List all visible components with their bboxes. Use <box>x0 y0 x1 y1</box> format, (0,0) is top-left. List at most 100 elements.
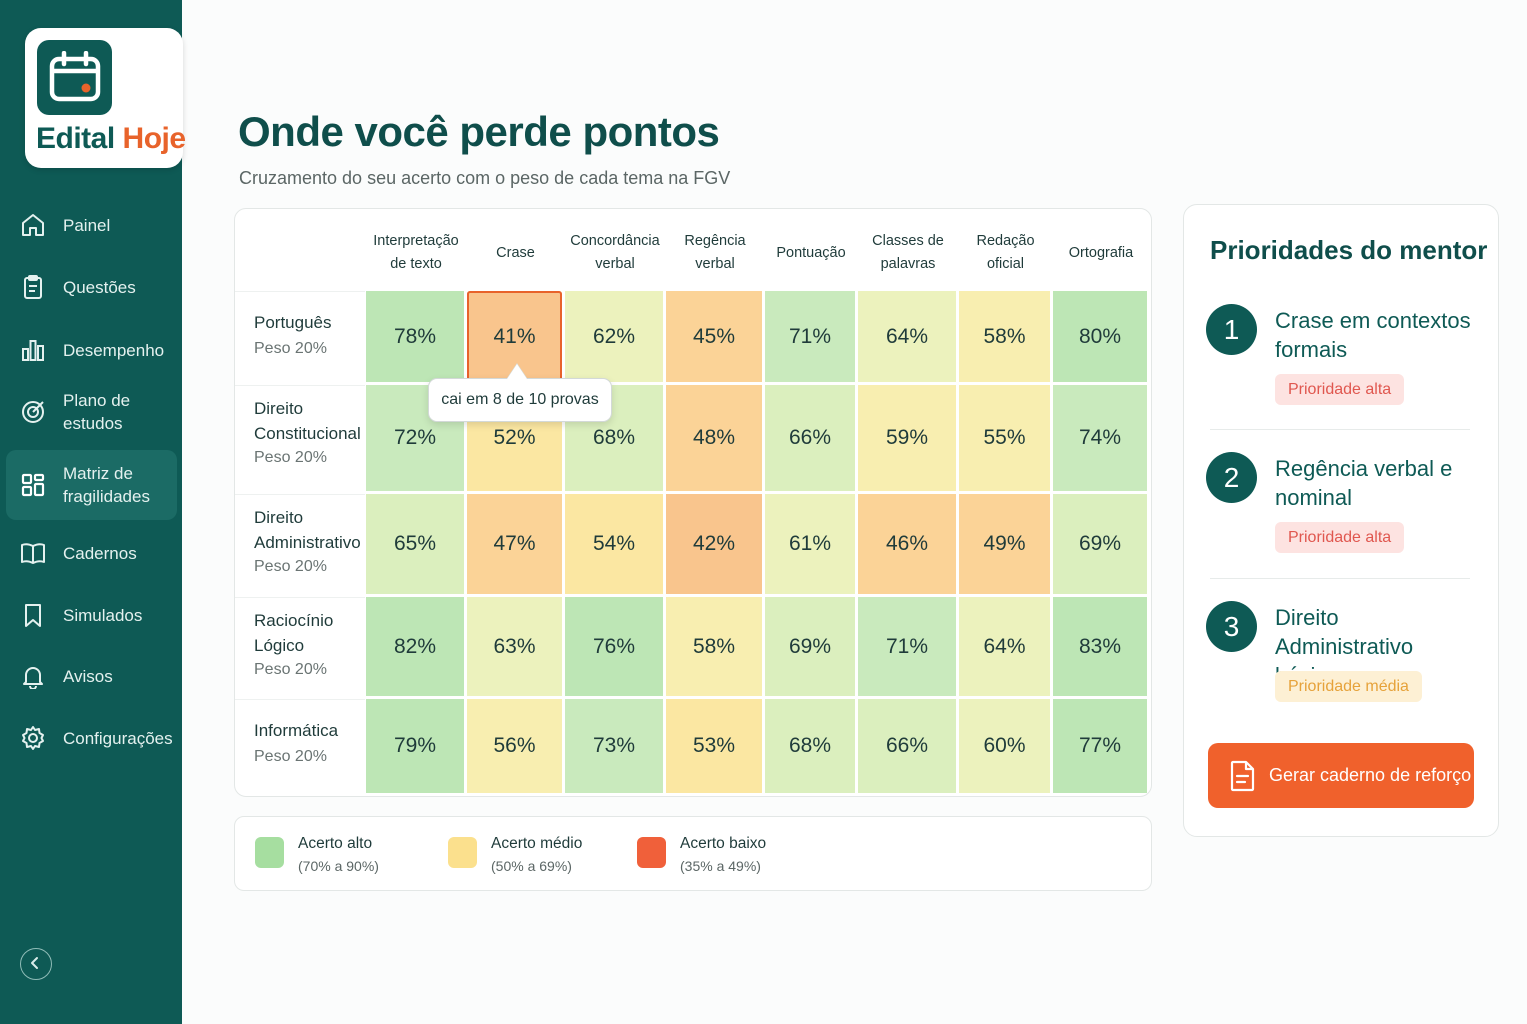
priority-badge: Prioridade alta <box>1275 522 1405 553</box>
row-subject: Raciocínio Lógico <box>254 611 334 655</box>
matrix-cell[interactable]: 55% <box>959 385 1050 491</box>
priority-item[interactable]: 1 Crase em contextos formais Prioridade al… <box>1206 304 1474 414</box>
priority-badge: Prioridade média <box>1275 671 1422 702</box>
matrix-cell[interactable]: 58% <box>666 597 762 696</box>
matrix-cell[interactable]: 56% <box>467 699 562 793</box>
sidebar-item-label: Matriz de fragilidades <box>63 464 150 506</box>
matrix-cell[interactable]: 58% <box>959 291 1050 382</box>
matrix-cell[interactable]: 45% <box>666 291 762 382</box>
priority-title: Crase em contextos formais <box>1275 308 1471 362</box>
matrix-cell[interactable]: 60% <box>959 699 1050 793</box>
sidebar-item-5[interactable]: Cadernos <box>6 523 177 583</box>
column-header: Pontuação <box>776 244 846 261</box>
generate-notebook-label: Gerar caderno de reforço <box>1269 765 1472 785</box>
legend-range: (35% a 49%) <box>680 858 761 874</box>
brand-name-part1: Edital <box>36 122 115 155</box>
matrix-cell[interactable]: 59% <box>858 385 956 491</box>
brand-name: Edital Hoje <box>36 122 186 156</box>
matrix-cell[interactable]: 78% <box>366 291 464 382</box>
sidebar-item-7[interactable]: Avisos <box>6 646 177 706</box>
priority-title: Direito Administrativo básico <box>1275 605 1414 688</box>
page-title: Onde você perde pontos <box>238 108 720 155</box>
matrix-cell[interactable]: 69% <box>1053 494 1147 594</box>
row-header: Raciocínio Lógico Peso 20% <box>235 597 365 699</box>
matrix-cell[interactable]: 61% <box>765 494 855 594</box>
collapse-sidebar-button[interactable] <box>20 948 52 980</box>
sidebar-item-3[interactable]: Plano de estudos <box>6 382 177 442</box>
sidebar-item-label: Questões <box>63 277 136 297</box>
matrix-cell[interactable]: 66% <box>858 699 956 793</box>
matrix-cell[interactable]: 69% <box>765 597 855 696</box>
document-icon <box>1230 760 1255 792</box>
priority-number: 1 <box>1206 304 1257 355</box>
priority-number: 3 <box>1206 601 1257 652</box>
matrix-cell[interactable]: 49% <box>959 494 1050 594</box>
sidebar-item-6[interactable]: Simulados <box>6 585 177 645</box>
sidebar-item-label: Painel <box>63 215 111 235</box>
legend-title: Acerto médio <box>491 835 583 852</box>
matrix-cell[interactable]: 47% <box>467 494 562 594</box>
matrix-cell[interactable]: 77% <box>1053 699 1147 793</box>
matrix-cell[interactable]: 53% <box>666 699 762 793</box>
row-header: Informática Peso 20% <box>235 699 365 796</box>
row-weight: Peso 20% <box>254 340 327 357</box>
bar-chart-icon <box>20 337 46 363</box>
matrix-legend: Acerto alto (70% a 90%) Acerto médio (50% a… <box>234 816 1152 891</box>
priority-divider <box>1210 578 1470 579</box>
column-header: Crase <box>496 244 535 261</box>
row-subject: Português <box>254 313 332 332</box>
matrix-cell[interactable]: 64% <box>858 291 956 382</box>
page-subtitle: Cruzamento do seu acerto com o peso de c… <box>239 168 731 188</box>
legend-title: Acerto baixo <box>680 835 767 852</box>
row-subject: Direito Constitucional <box>254 399 361 443</box>
matrix-cell[interactable]: 71% <box>858 597 956 696</box>
legend-range: (70% a 90%) <box>298 858 379 874</box>
row-weight: Peso 20% <box>254 748 327 765</box>
matrix-cell[interactable]: 68% <box>765 699 855 793</box>
matrix-cell[interactable]: 64% <box>959 597 1050 696</box>
gear-icon <box>20 725 46 751</box>
matrix-cell[interactable]: 66% <box>765 385 855 491</box>
sidebar-item-1[interactable]: Questões <box>6 257 177 317</box>
sidebar-item-label: Cadernos <box>63 543 137 563</box>
clipboard-icon <box>20 274 46 300</box>
legend-title: Acerto alto <box>298 835 373 852</box>
row-subject: Informática <box>254 721 339 740</box>
priority-divider <box>1210 429 1470 430</box>
brand-logo[interactable]: Edital Hoje <box>25 28 186 168</box>
sidebar-item-label: Desempenho <box>63 340 165 360</box>
matrix-cell[interactable]: 76% <box>565 597 663 696</box>
mentor-priorities-panel: Prioridades do mentor Gerar caderno de r… <box>1183 204 1499 837</box>
sidebar-item-8[interactable]: Configurações <box>6 708 177 768</box>
matrix-cell[interactable]: 74% <box>1053 385 1147 491</box>
matrix-cell[interactable]: 63% <box>467 597 562 696</box>
home-icon <box>20 212 46 238</box>
matrix-cell[interactable]: 54% <box>565 494 663 594</box>
matrix-cell[interactable]: 65% <box>366 494 464 594</box>
matrix-cell[interactable]: 48% <box>666 385 762 491</box>
matrix-cell[interactable]: 80% <box>1053 291 1147 382</box>
sidebar-item-4[interactable]: Matriz de fragilidades <box>6 450 177 520</box>
column-header: Ortografia <box>1068 244 1134 261</box>
matrix-cell[interactable]: 79% <box>366 699 464 793</box>
priority-title: Regência verbal e nominal <box>1275 456 1453 510</box>
sidebar-item-2[interactable]: Desempenho <box>6 320 177 380</box>
matrix-cell[interactable]: 71% <box>765 291 855 382</box>
row-header: Português Peso 20% <box>235 291 365 385</box>
matrix-cell[interactable]: 42% <box>666 494 762 594</box>
matrix-cell[interactable]: 73% <box>565 699 663 793</box>
weakness-matrix: Interpretação de texto Crase Concordância … <box>234 208 1152 797</box>
matrix-cell[interactable]: 62% <box>565 291 663 382</box>
sidebar-item-label: Simulados <box>63 605 143 625</box>
sidebar: Edital Hoje Painel Questões Desempenho Plan… <box>0 0 186 1024</box>
matrix-cell[interactable]: 46% <box>858 494 956 594</box>
row-weight: Peso 20% <box>254 558 327 575</box>
matrix-cell[interactable]: 82% <box>366 597 464 696</box>
priority-item[interactable]: 3 Direito Administrativo básicoPrioridade… <box>1206 601 1474 711</box>
chevron-left-icon <box>31 957 38 969</box>
sidebar-item-0[interactable]: Painel <box>6 195 177 255</box>
generate-notebook-button[interactable]: Gerar caderno de reforço <box>1208 743 1474 808</box>
priority-item[interactable]: 2 Regência verbal e nominal Prioridade alt… <box>1206 452 1474 562</box>
bookmark-icon <box>20 602 46 628</box>
matrix-cell[interactable]: 83% <box>1053 597 1147 696</box>
